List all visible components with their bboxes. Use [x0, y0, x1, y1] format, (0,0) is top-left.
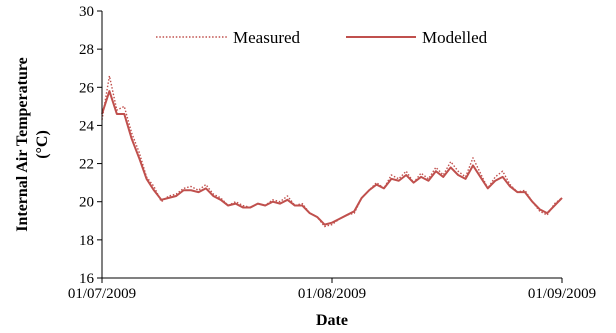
- x-axis-title: Date: [316, 312, 348, 329]
- y-tick-label: 28: [79, 42, 94, 58]
- legend-modelled-label: Modelled: [422, 28, 488, 47]
- y-tick-label: 26: [79, 80, 95, 96]
- y-tick-label: 24: [79, 118, 95, 134]
- y-tick-label: 20: [79, 195, 94, 211]
- y-tick-label: 22: [79, 157, 94, 173]
- legend-measured-label: Measured: [233, 28, 301, 47]
- series-line-modelled: [101, 90, 563, 226]
- x-tick-label: 01/08/2009: [298, 286, 366, 302]
- y-tick-label: 16: [79, 271, 95, 287]
- y-axis-title-line1: Internal Air Temperature: [14, 57, 31, 232]
- x-tick-labels: 01/07/2009 01/08/2009 01/09/2009: [68, 278, 596, 302]
- legend: Measured Modelled: [156, 28, 488, 47]
- series-line-measured: [101, 75, 563, 228]
- y-axis-title-line2: (°C): [34, 130, 51, 159]
- plot-area: [101, 75, 563, 228]
- y-tick-label: 18: [79, 233, 94, 249]
- x-tick-label: 01/09/2009: [528, 286, 596, 302]
- y-tick-labels: 16 18 20 22 24 26 28 30: [79, 4, 102, 287]
- x-tick-label: 01/07/2009: [68, 286, 136, 302]
- axes: [101, 11, 562, 279]
- y-axis-title: Internal Air Temperature (°C): [14, 57, 51, 232]
- y-tick-label: 30: [79, 4, 94, 20]
